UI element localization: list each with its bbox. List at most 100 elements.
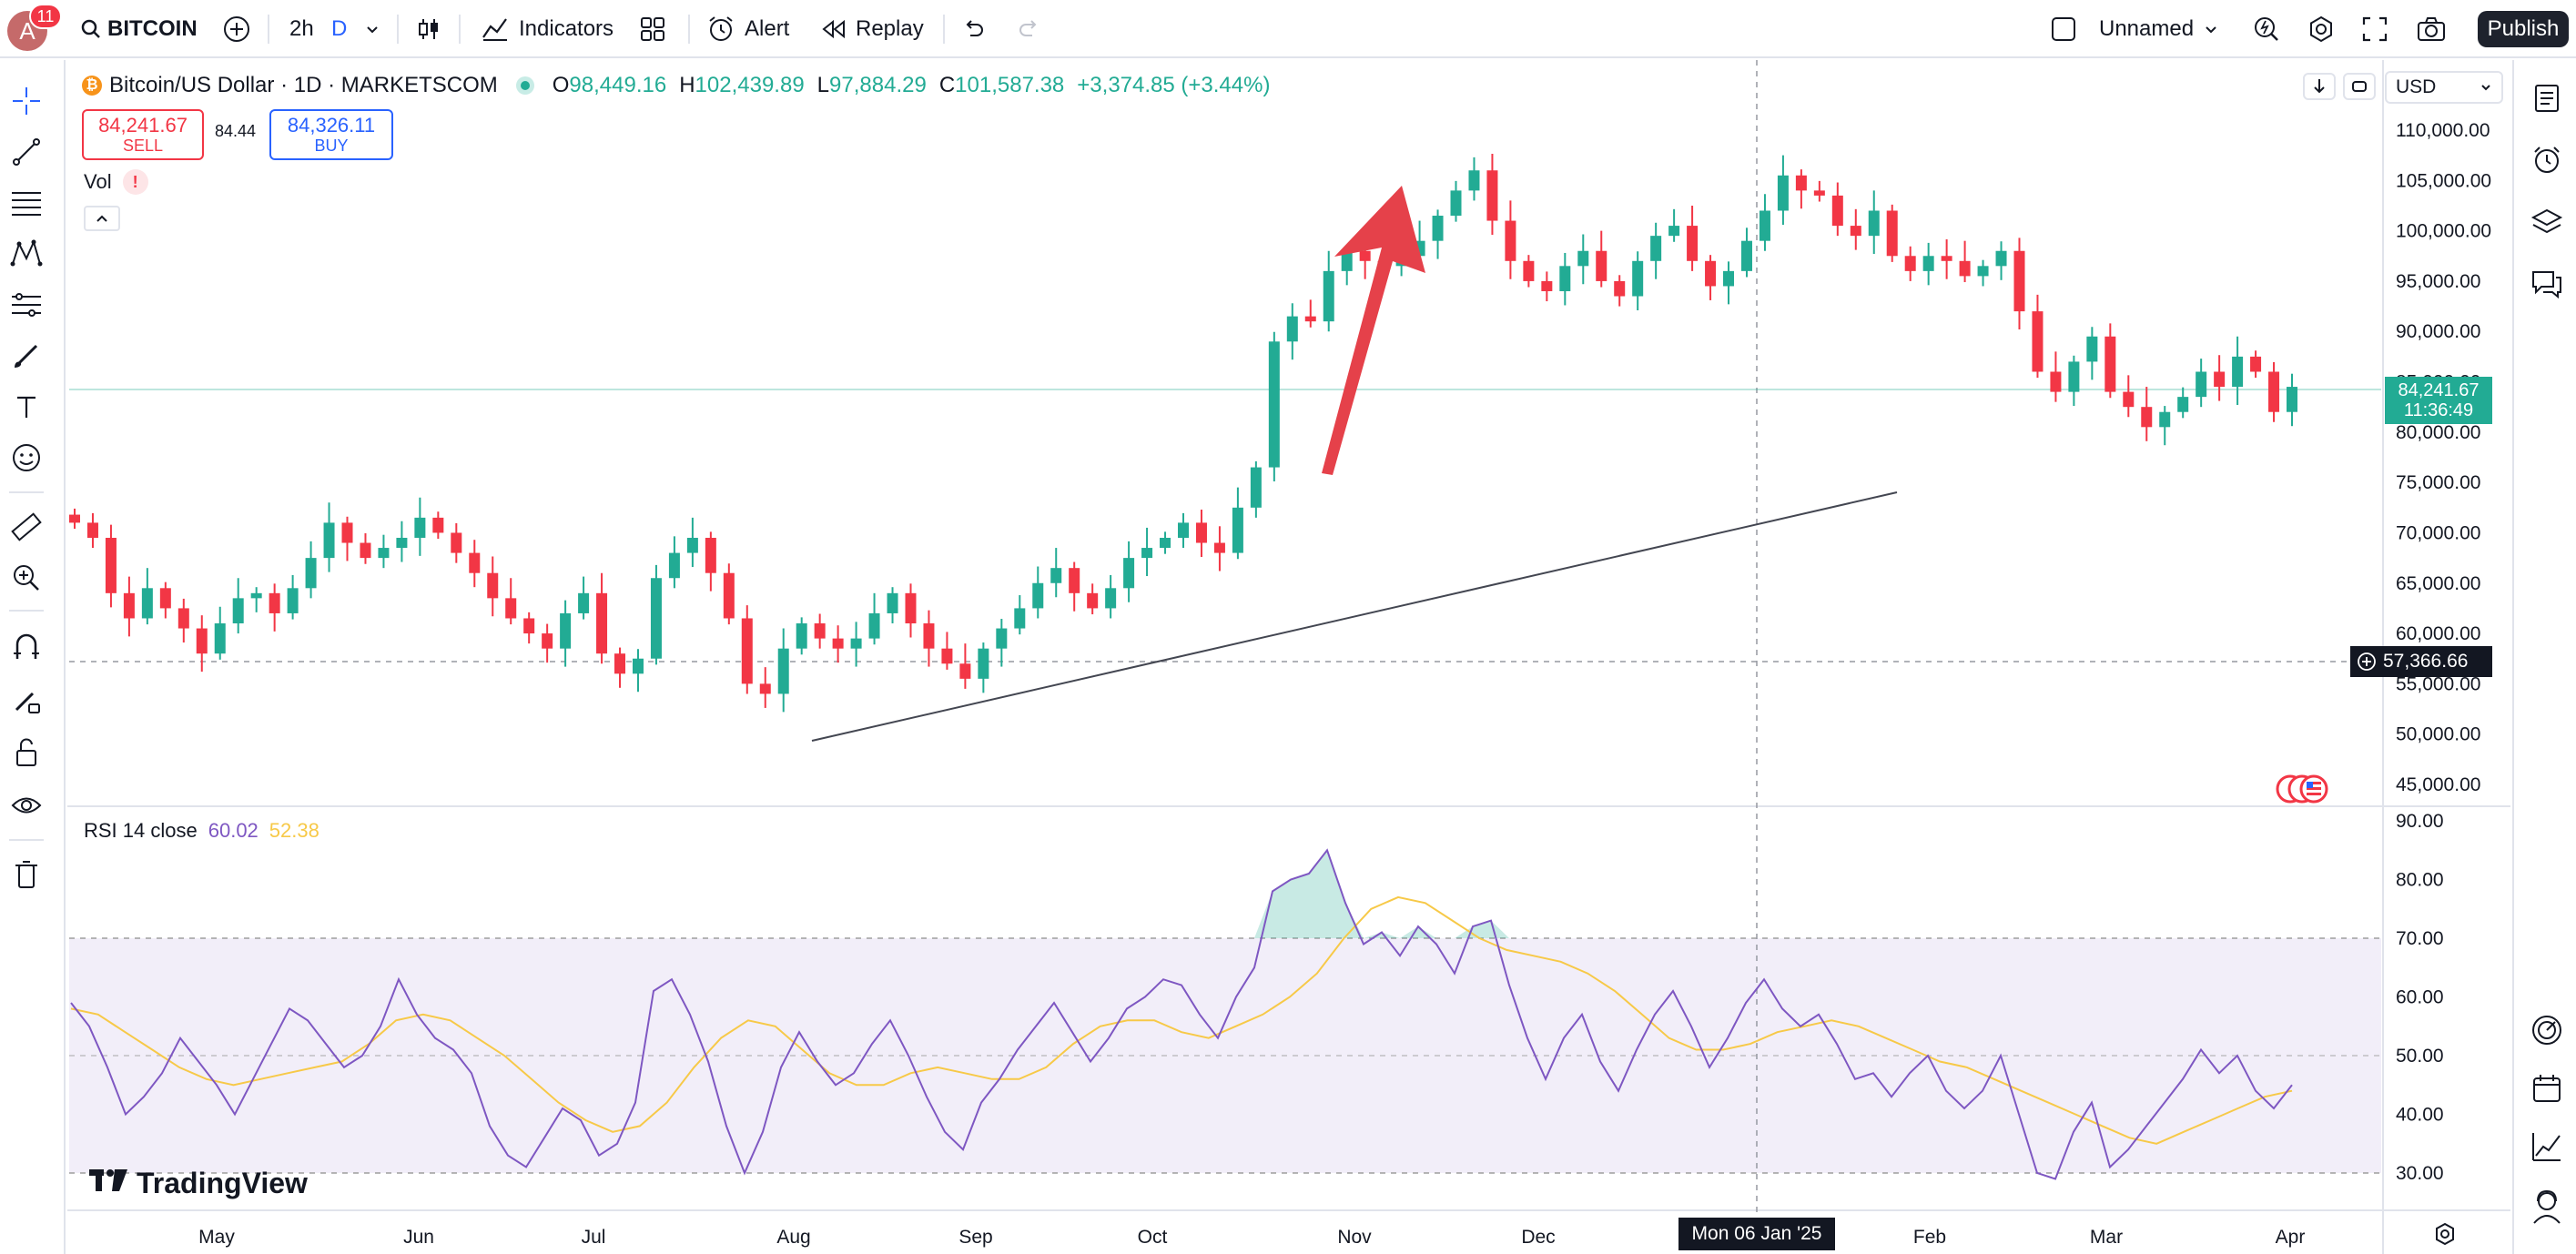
candle-body [305,558,317,589]
trendline-tool[interactable] [7,133,46,171]
eye-icon [11,797,42,814]
watchlist-button[interactable] [2527,78,2567,118]
list-icon [2535,85,2559,112]
candle-body [650,578,662,659]
stay-drawing-tool[interactable] [7,681,46,719]
price-axis-label: 110,000.00 [2396,120,2490,141]
chart-settings-button[interactable] [2430,1219,2459,1249]
quick-search-button[interactable] [2252,0,2281,58]
pattern-tool[interactable] [7,235,46,273]
candle-body [2177,397,2189,412]
undo-button[interactable] [961,0,985,58]
collapse-legend-button[interactable] [84,206,120,231]
layouts-button[interactable] [639,0,666,58]
measure-tool[interactable] [7,508,46,546]
candle-body [141,588,153,619]
time-axis-label: Jun [403,1227,434,1248]
trendline-icon [13,138,40,166]
candle-body [759,683,771,694]
candle-body [1559,266,1571,291]
redo-button[interactable] [1018,0,1041,58]
candle-body [2104,336,2116,392]
chevron-up-icon [96,215,107,222]
crosshair-price-tag[interactable]: 57,366.66 [2350,646,2492,677]
add-alert-icon[interactable] [2350,652,2383,672]
rsi-axis[interactable]: 90.00 80.00 70.00 60.00 50.00 40.00 30.00 [2396,811,2444,1184]
interval-dropdown[interactable] [364,0,380,58]
candle-body [1087,592,1099,609]
pencil-lock-icon [15,692,40,713]
calendar-button[interactable] [2527,1068,2567,1108]
text-tool[interactable] [7,388,46,426]
magnet-icon [14,633,39,659]
arrow-annotation[interactable] [1322,186,1425,475]
screenshot-button[interactable] [2416,0,2447,58]
warning-icon[interactable]: ! [122,169,148,195]
rsi-legend[interactable]: RSI 14 close 60.02 52.38 [84,819,319,842]
fullscreen-button[interactable] [2361,0,2388,58]
settings-button[interactable] [2307,0,2336,58]
emoji-tool[interactable] [7,439,46,477]
rsi-axis-label: 70.00 [2396,928,2444,949]
currency-selector[interactable]: USD [2385,71,2503,104]
price-axis-label: 90,000.00 [2396,321,2480,342]
maximize-pane-button[interactable] [2343,73,2376,100]
rsi-axis-label: 90.00 [2396,811,2444,832]
buy-button[interactable]: 84,326.11 BUY [269,109,393,160]
candle-body [1432,216,1444,241]
pine-editor-button[interactable] [2527,1127,2567,1167]
tradingview-logo[interactable]: TradingView [87,1167,308,1200]
rsi-axis-label: 50.00 [2396,1046,2444,1067]
chats-button[interactable] [2527,264,2567,304]
indicators-button[interactable]: Indicators [481,0,614,58]
candle-body [1304,316,1316,322]
volume-legend[interactable]: Vol ! [84,169,148,195]
layout-dropdown[interactable] [2203,0,2219,58]
fib-tool[interactable] [7,184,46,222]
candle-body [2032,311,2044,372]
time-axis-label: Oct [1138,1227,1168,1248]
layout-checkbox[interactable] [2050,0,2077,58]
publish-button[interactable]: Publish [2478,11,2569,47]
indicators-icon [482,18,507,41]
zoom-tool[interactable] [7,559,46,597]
object-tree-button[interactable] [2527,202,2567,242]
help-button[interactable] [2527,1187,2567,1227]
magnet-tool[interactable] [7,628,46,666]
candle-body [723,572,735,619]
symbol-search[interactable]: BITCOIN [80,0,198,58]
trading-panel-button[interactable] [2527,1010,2567,1050]
candle-body [523,618,535,634]
download-button[interactable] [2303,73,2336,100]
interval-button[interactable]: 2h [289,16,314,41]
crosshair-time-tag: Mon 06 Jan '25 [1678,1218,1835,1250]
price-axis[interactable]: 110,000.00 105,000.00 100,000.00 95,000.00 9… [2396,120,2491,795]
rsi-axis-label: 60.00 [2396,987,2444,1008]
interval-daily[interactable]: D [331,16,348,41]
candle-body [469,552,481,573]
sell-button[interactable]: 84,241.67 SELL [82,109,204,160]
brush-tool[interactable] [7,337,46,375]
candle-body [941,648,953,664]
alert-button[interactable]: Alert [706,0,789,58]
lock-tool[interactable] [7,733,46,772]
visibility-tool[interactable] [7,786,46,824]
crosshair-tool[interactable] [7,82,46,120]
smiley-icon [13,444,40,471]
layout-name[interactable]: Unnamed [2099,16,2195,41]
candle-body [1977,266,1989,277]
forecast-tool[interactable] [7,286,46,324]
replay-button[interactable]: Replay [821,0,924,58]
candle-body [214,623,226,654]
chart-type-button[interactable] [415,0,442,58]
economic-events-icons[interactable] [2272,774,2332,809]
candle-body [1687,226,1699,261]
trendline[interactable] [811,491,1898,742]
compare-button[interactable] [222,0,251,58]
alerts-button[interactable] [2527,140,2567,180]
remove-drawings-tool[interactable] [7,855,46,894]
candle-body [832,638,844,649]
time-axis[interactable]: MayJunJulAugSepOctNovDecJanFebMarApr [198,1227,2305,1248]
